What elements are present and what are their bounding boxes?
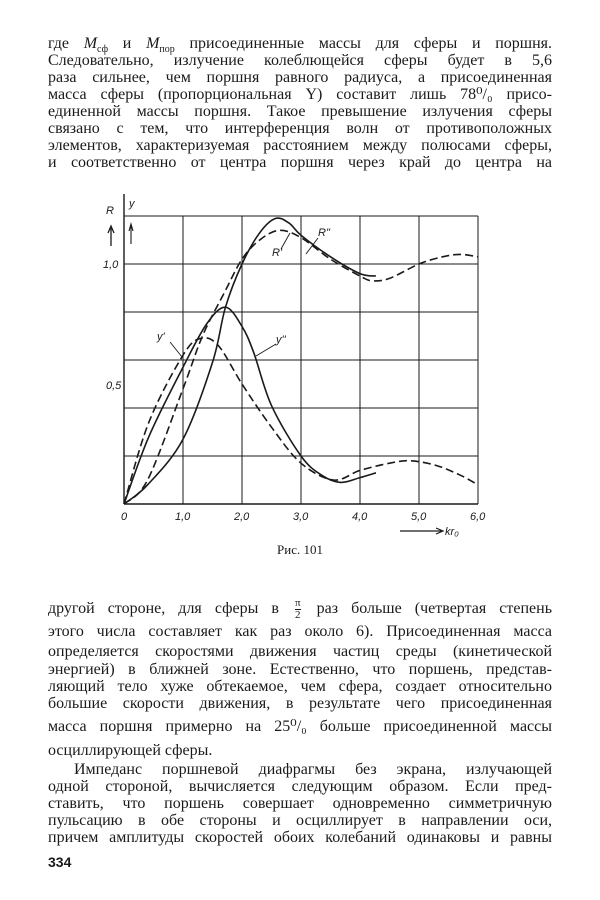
- right-arrow-icon: [400, 527, 445, 535]
- text-line: энергией) в ближней зоне. Естественно, ч…: [48, 661, 552, 678]
- page-number: 334: [48, 854, 72, 870]
- text-line: единенной массы поршня. Такое превышение…: [48, 103, 552, 120]
- text-line: осциллирующей сферы.: [48, 742, 213, 759]
- leader-line: [280, 232, 291, 250]
- curve-series-2: [123, 336, 479, 505]
- x-tick-label: 0: [121, 511, 128, 523]
- text-line: пульсацию в обе стороны и осциллирует в …: [48, 812, 552, 829]
- up-arrow-icon: [107, 224, 115, 246]
- text-line: этого числа составляет как раз около 6).…: [48, 623, 552, 640]
- y-tick-label: 1,0: [103, 259, 119, 271]
- x-axis-label: kr₀: [445, 526, 459, 538]
- curve-label-R1: R': [272, 247, 283, 259]
- text-line: раза сильнее, чем поршня равного радиуса…: [48, 69, 552, 86]
- text-line: и соответственно от центра поршня через …: [48, 154, 552, 171]
- numerator: π: [295, 597, 301, 610]
- subscript: пор: [159, 44, 175, 56]
- curve-series-3: [123, 306, 377, 505]
- leader-line: [255, 343, 277, 357]
- curve-series-1: [123, 217, 377, 505]
- text-line: ставить, что поршень совершает одновреме…: [48, 795, 552, 812]
- curves: [123, 217, 479, 505]
- up-arrow-icon: [128, 221, 134, 244]
- symbol-M: M: [83, 35, 98, 52]
- text-line: большие скорости движения, в результате …: [48, 695, 552, 712]
- figure-caption: Рис. 101: [277, 542, 323, 557]
- text-fragment: где: [48, 35, 84, 52]
- text-fragment: присоединенные массы для сферы и поршня.: [174, 35, 553, 52]
- curve-label-y1: y': [156, 331, 166, 343]
- text-line: ляющий тело хуже обтекаемое, чем сфера, …: [48, 678, 552, 695]
- y-tick-label: 0,5: [106, 380, 122, 392]
- curve-series-0: [123, 229, 479, 505]
- symbol-M: M: [146, 35, 160, 52]
- text-line: Импеданс поршневой диафрагмы без экрана,…: [74, 761, 552, 778]
- text-line: элементов, характеризуемая расстоянием м…: [48, 137, 552, 154]
- text-line: масса поршня примерно на 25⁰/₀ больше пр…: [48, 718, 552, 735]
- text-fragment: и: [108, 35, 147, 52]
- x-tick-label: 3,0: [293, 511, 309, 523]
- text-line: одной стороной, вычисляется следующим об…: [48, 778, 552, 795]
- text-fragment: другой стороне, для сферы в: [48, 600, 292, 618]
- leader-line: [305, 237, 319, 255]
- x-tick-label: 1,0: [175, 511, 191, 523]
- text-line: где Mсф и Mпор присоединенные массы для …: [48, 35, 553, 56]
- grid: [123, 194, 479, 505]
- text-fragment: раз больше (четвертая степень: [303, 600, 552, 618]
- text-line: причем амплитуды скоростей обоих колебан…: [48, 829, 552, 846]
- y-axis-label-y: y: [128, 198, 136, 210]
- leader-line: [169, 341, 183, 358]
- x-tick-label: 2,0: [233, 511, 250, 523]
- y-axis-label-R: R: [106, 205, 114, 217]
- figure-chart: R y 1,0 0,5 0 1,0 2,0 3,0 4,0 5,0 6,0 kr…: [103, 194, 486, 538]
- x-tick-label: 6,0: [470, 511, 486, 523]
- x-tick-label: 4,0: [352, 511, 368, 523]
- subscript: сф: [97, 44, 109, 56]
- x-tick-label: 5,0: [411, 511, 427, 523]
- text-line: Следовательно, излучение колеблющейся сф…: [48, 52, 552, 69]
- text-line: связано с тем, что интерференция волн от…: [48, 120, 552, 137]
- denominator: 2: [295, 609, 301, 621]
- text-line: определяется скоростями движения частиц …: [48, 643, 552, 660]
- curve-label-R2: R'': [318, 227, 331, 239]
- curve-label-y2: y'': [275, 334, 287, 346]
- text-line: масса сферы (пропорциональная Y) состави…: [48, 86, 552, 103]
